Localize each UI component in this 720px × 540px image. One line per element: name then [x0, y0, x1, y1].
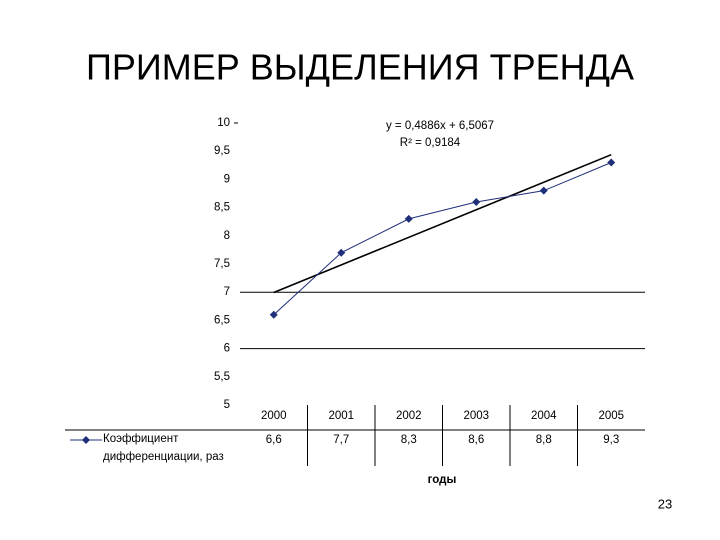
x-tick-label: 2003 — [463, 410, 489, 422]
x-tick-label: 2004 — [531, 410, 557, 422]
slide-title: ПРИМЕР ВЫДЕЛЕНИЯ ТРЕНДА — [86, 47, 634, 88]
data-point — [269, 310, 278, 319]
data-line — [273, 162, 612, 316]
x-tick-label: 2002 — [396, 410, 422, 422]
trend-r2: R² = 0,9184 — [400, 137, 461, 149]
data-point — [337, 248, 346, 257]
y-tick-label: 8 — [224, 230, 230, 242]
data-table-value: 6,6 — [266, 434, 282, 446]
data-table-value: 7,7 — [333, 434, 349, 446]
data-table-value: 9,3 — [603, 434, 619, 446]
data-table-value: 8,6 — [468, 434, 484, 446]
y-tick-label: 7 — [224, 286, 230, 298]
legend-entry: Коэффициент дифференциации, раз — [103, 433, 224, 463]
y-tick-label: 6 — [224, 343, 230, 355]
trend-equation: y = 0,4886x + 6,5067 — [386, 120, 494, 132]
x-tick-label: 2000 — [261, 410, 287, 422]
trend-line — [273, 153, 612, 294]
legend-marker — [82, 436, 90, 444]
y-tick-label: 5,5 — [214, 371, 230, 383]
x-axis-label: годы — [428, 474, 457, 486]
page-number: 23 — [658, 496, 672, 511]
y-tick-label: 9,5 — [214, 145, 230, 157]
y-tick-label: 5 — [224, 399, 230, 411]
y-tick-label: 9 — [224, 173, 230, 185]
data-table-value: 8,8 — [536, 434, 552, 446]
data-point — [472, 197, 481, 206]
data-point — [539, 186, 548, 195]
data-table-value: 8,3 — [401, 434, 417, 446]
x-tick-label: 2005 — [598, 410, 624, 422]
y-tick-label: 7,5 — [214, 258, 230, 270]
y-tick-label: 10 — [217, 117, 230, 129]
data-point — [607, 158, 616, 167]
y-tick-label: 6,5 — [214, 314, 230, 326]
y-tick-label: 8,5 — [214, 202, 230, 214]
data-point — [404, 214, 413, 223]
x-tick-label: 2001 — [328, 410, 354, 422]
